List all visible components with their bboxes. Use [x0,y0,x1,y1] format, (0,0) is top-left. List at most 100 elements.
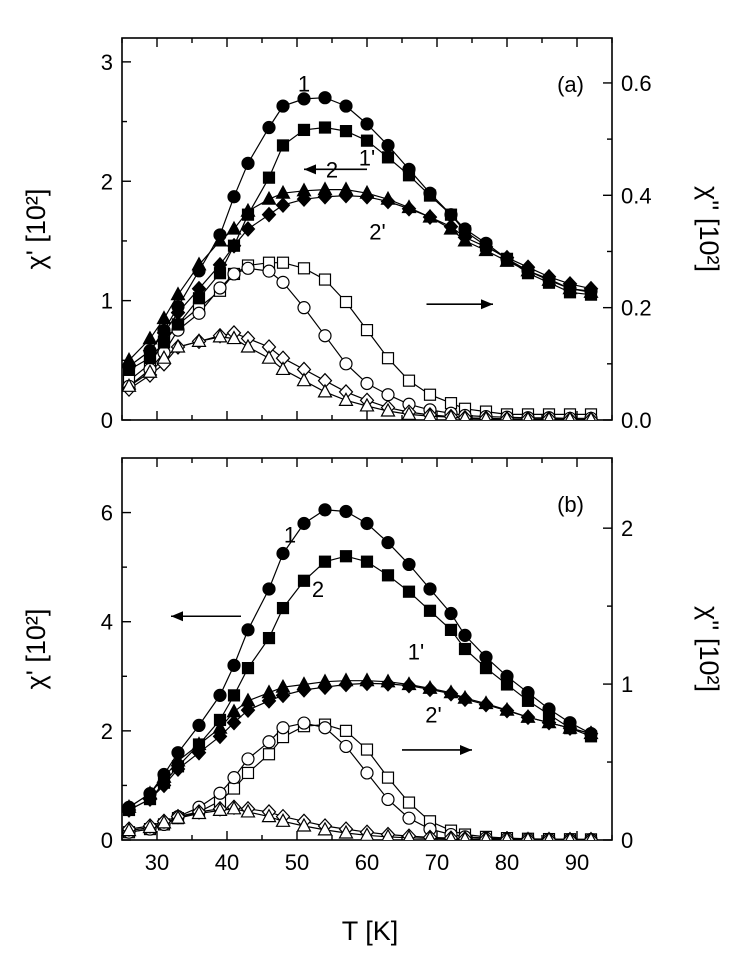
data-point [500,678,514,691]
data-point [360,324,374,337]
data-point [359,827,375,840]
data-point [261,808,277,823]
y-left-tick-label: 1 [101,289,113,314]
data-point [457,691,473,708]
data-point [296,817,312,832]
data-point [275,361,291,376]
data-point [212,232,228,247]
data-point [360,117,374,131]
data-point [339,739,353,754]
plot-frame [121,37,613,421]
data-point [227,658,241,672]
data-point [276,546,290,561]
data-point [142,363,158,378]
curve-label: 1' [408,640,424,665]
y-left-tick-label: 0 [101,408,113,433]
data-point [262,171,276,184]
curve-label: 1' [359,145,375,170]
data-point [262,735,276,749]
data-point [544,831,554,840]
data-point [422,209,438,225]
data-point [360,376,374,391]
data-point [122,822,137,837]
data-point [241,156,255,170]
data-point [424,830,436,840]
data-point [478,696,494,713]
data-point [156,814,172,829]
y-left-tick-label: 2 [101,719,113,744]
y-right-axis-label: χ'' [10²] [694,606,724,692]
data-point [338,392,354,406]
data-point [262,264,276,278]
data-point [402,169,416,182]
data-point [402,796,416,809]
curve-label: 2' [425,702,441,727]
data-point [458,628,472,642]
data-point [422,681,438,698]
data-point [501,410,513,420]
arrow-left-icon [304,164,367,175]
data-point [226,800,242,815]
data-point [317,383,333,398]
data-point [381,828,395,840]
data-point [338,676,354,693]
data-point [276,139,290,152]
data-point [360,516,374,531]
data-point [213,281,227,295]
data-point [520,259,536,276]
y-right-tick-label: 0.4 [621,183,652,208]
data-point [241,661,255,675]
data-point [401,406,417,420]
data-point [192,306,206,320]
x-tick-label: 50 [285,850,309,875]
y-right-tick-label: 1 [621,672,633,697]
data-point [562,276,578,292]
data-point [122,378,137,392]
data-point [480,410,492,420]
data-point [565,831,575,840]
data-point [262,582,276,596]
data-point [226,237,242,254]
y-left-tick-label: 3 [101,50,113,75]
data-point [565,411,575,420]
data-point [423,189,437,202]
data-point [401,200,417,217]
data-point [241,261,255,275]
data-point [339,125,353,138]
data-point [479,650,493,664]
data-point [240,803,256,818]
data-point [338,824,354,839]
data-point [541,714,557,731]
data-point [241,623,255,637]
data-point [520,709,536,726]
y-left-tick-label: 4 [101,610,113,635]
x-tick-label: 80 [495,850,519,875]
data-point [262,748,276,761]
curve-label: 1 [284,522,296,547]
data-point [297,716,311,730]
data-point [457,229,473,246]
data-point [275,813,291,827]
data-point [460,830,470,840]
data-point [586,411,596,420]
y-left-tick-label: 2 [101,169,113,194]
arrow-left-icon [171,611,241,622]
arrow-right-icon [402,744,472,755]
data-point [381,792,395,807]
data-point [381,388,395,402]
data-point [381,352,395,365]
data-point [297,123,311,137]
data-point [380,193,396,210]
data-point [142,330,158,345]
data-point [360,134,374,147]
data-point [276,256,290,269]
data-point [360,743,374,756]
data-point [444,606,458,621]
y-left-tick-label: 0 [101,828,113,853]
data-point [156,777,172,794]
data-point [583,725,599,742]
y-left-axis-label: χ' [10²] [21,609,51,690]
data-point [170,761,186,777]
